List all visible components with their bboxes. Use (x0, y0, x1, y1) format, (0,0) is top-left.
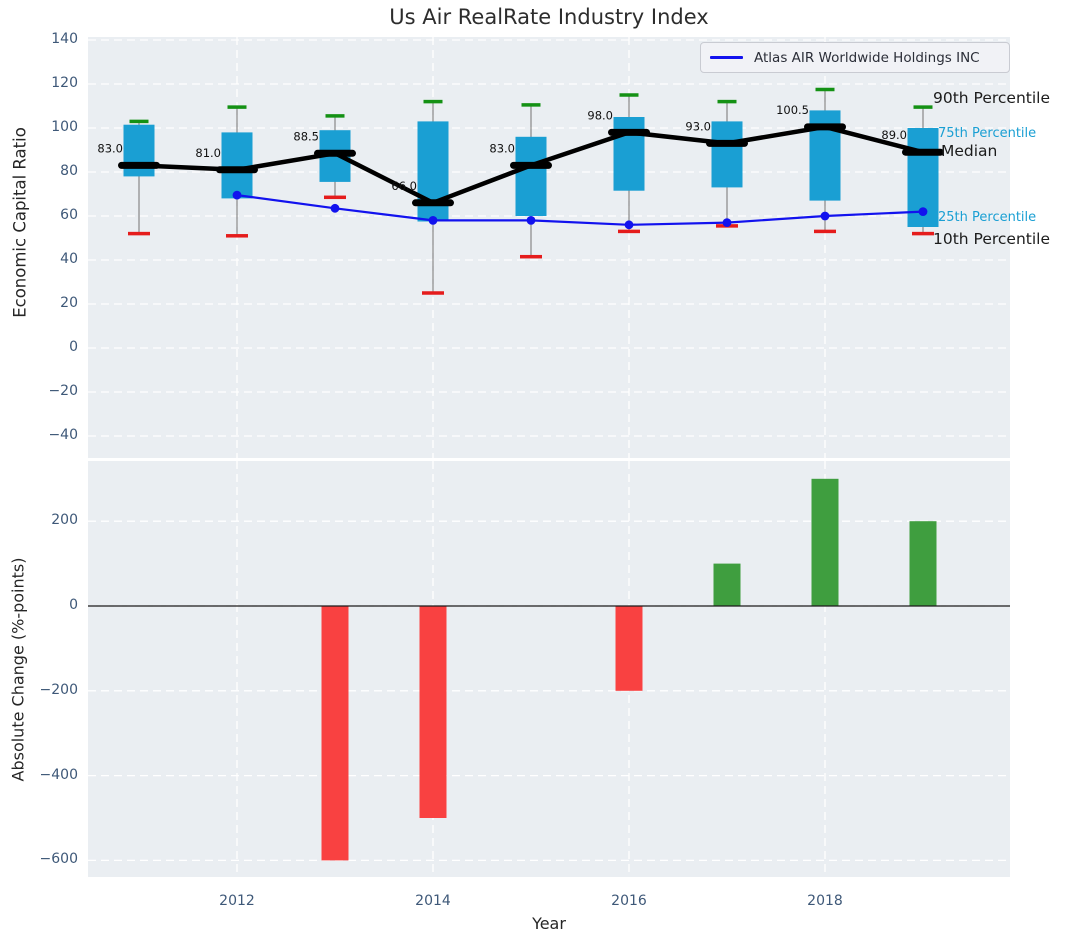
top-y-tick-label: 120 (51, 75, 78, 91)
bottom-chart-canvas (88, 461, 1010, 877)
p10-cap-2011 (128, 231, 150, 236)
company-line (236, 194, 924, 226)
percentile-box-2015 (515, 136, 547, 216)
median-value-label-2013: 88.5 (293, 129, 319, 143)
p90-cap-2018 (815, 87, 835, 92)
percentile-box-2014 (417, 121, 449, 222)
median-value-label-2012: 81.0 (195, 146, 221, 160)
p10-cap-2013 (324, 195, 346, 200)
median-value-label-2016: 98.0 (587, 108, 613, 122)
company-point-2018 (820, 211, 830, 221)
p90-cap-2013 (325, 114, 345, 118)
median-value-label-2011: 83.0 (97, 141, 123, 155)
median-marker-2017 (706, 139, 748, 147)
top-y-tick-label: −20 (48, 383, 78, 399)
p90-cap-2011 (129, 119, 149, 124)
legend-series-label: Atlas AIR Worldwide Holdings INC (754, 49, 980, 66)
top-y-tick-label: −40 (48, 427, 78, 443)
median-marker-2013 (314, 149, 356, 157)
bar-2017 (713, 563, 741, 606)
top-y-tick-label: 100 (51, 119, 78, 135)
company-point-2013 (330, 203, 340, 213)
annotation-75th-percentile: 75th Percentile (938, 126, 1037, 141)
bottom-y-tick-label: −600 (39, 851, 78, 868)
legend: Atlas AIR Worldwide Holdings INC (700, 42, 1010, 73)
p10-cap-2014 (422, 291, 444, 295)
p90-cap-2017 (717, 99, 737, 104)
median-marker-2014 (412, 199, 454, 207)
annotation-median: Median (941, 142, 998, 160)
median-marker-2011 (118, 161, 160, 169)
top-chart-canvas: 83.0 81.0 88.5 66.0 83.0 98.0 93.0 100.5 89.0 (88, 37, 1010, 458)
p90-cap-2015 (521, 103, 541, 107)
x-tick-label: 2018 (807, 893, 843, 909)
median-value-label-2019: 89.0 (881, 128, 907, 142)
chart-title: Us Air RealRate Industry Index (389, 5, 709, 29)
bottom-y-tick-label: 0 (69, 597, 78, 613)
annotation-10th-percentile: 10th Percentile (933, 230, 1051, 248)
annotation-90th-percentile: 90th Percentile (933, 89, 1051, 107)
bottom-axes-background (88, 461, 1010, 877)
p10-cap-2019 (912, 231, 934, 236)
company-point-2014 (428, 216, 438, 225)
median-marker-2015 (510, 161, 552, 169)
p90-cap-2016 (619, 93, 639, 97)
p10-cap-2012 (226, 234, 248, 238)
company-point-2017 (722, 218, 732, 228)
p10-cap-2016 (618, 229, 640, 234)
top-y-tick-label: 140 (51, 31, 78, 47)
p10-cap-2015 (520, 254, 542, 259)
median-value-label-2018: 100.5 (776, 103, 809, 117)
x-tick-label: 2016 (611, 893, 647, 909)
p10-cap-2018 (814, 229, 836, 234)
legend-line-swatch (710, 56, 743, 59)
company-point-2016 (624, 220, 634, 230)
bar-2019 (909, 521, 937, 606)
top-y-tick-label: 20 (60, 295, 78, 311)
median-marker-2016 (608, 128, 650, 136)
median-value-label-2017: 93.0 (685, 119, 711, 133)
median-value-label-2015: 83.0 (489, 141, 515, 155)
top-y-tick-label: 60 (60, 207, 78, 223)
median-value-label-2014: 66.0 (391, 179, 417, 193)
annotation-25th-percentile: 25th Percentile (938, 210, 1037, 225)
bottom-y-tick-label: 200 (51, 512, 78, 529)
bar-2014 (419, 606, 447, 818)
percentile-box-2012 (221, 132, 253, 199)
bar-2013 (321, 606, 349, 861)
median-marker-2012 (216, 166, 258, 174)
bar-2016 (615, 606, 643, 691)
percentile-box-2016 (613, 117, 645, 191)
bar-2018 (811, 478, 839, 606)
x-axis-label: Year (532, 914, 566, 933)
median-marker-2018 (804, 123, 846, 131)
top-y-tick-label: 0 (69, 339, 78, 355)
bottom-y-tick-label: −400 (39, 766, 78, 783)
bottom-y-tick-label: −200 (39, 681, 78, 698)
p90-cap-2012 (227, 105, 247, 109)
x-tick-label: 2012 (219, 893, 255, 909)
median-marker-2019 (902, 148, 944, 156)
x-tick-label: 2014 (415, 893, 451, 909)
p90-cap-2014 (423, 99, 443, 104)
top-y-tick-label: 40 (60, 251, 78, 267)
bottom-y-axis-label: Absolute Change (%-points) (8, 557, 28, 782)
company-point-2019 (918, 207, 928, 217)
company-point-2012 (232, 190, 242, 200)
company-point-2015 (526, 216, 536, 225)
top-y-tick-label: 80 (60, 163, 78, 179)
p90-cap-2019 (913, 105, 933, 109)
percentile-box-2017 (711, 121, 743, 188)
